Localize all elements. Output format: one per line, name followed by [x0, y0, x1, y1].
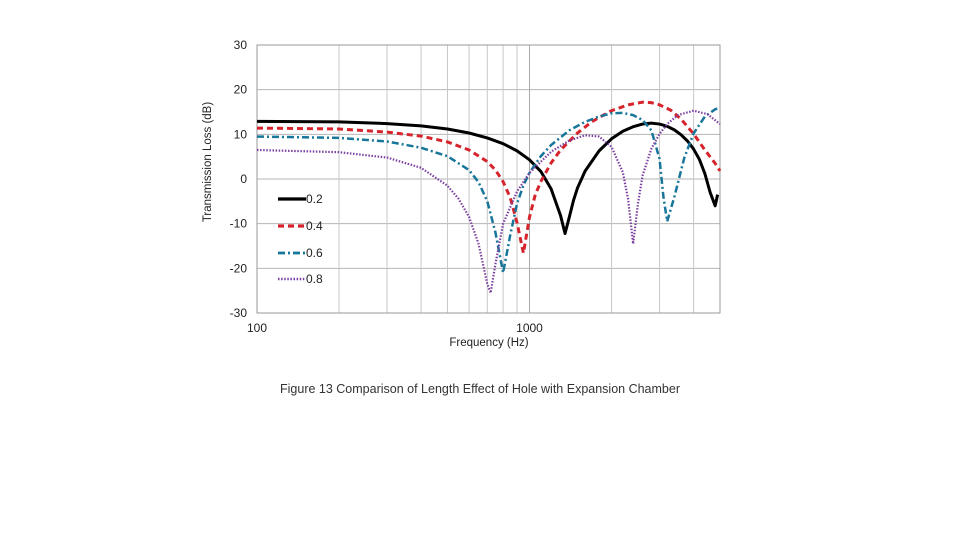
- x-axis-label: Frequency (Hz): [449, 337, 528, 349]
- y-tick-label: -30: [230, 306, 248, 320]
- legend-label: 0.4: [306, 219, 323, 233]
- y-tick-label: 0: [240, 172, 247, 186]
- series-line-0.8: [256, 109, 721, 294]
- grid: [256, 44, 721, 314]
- legend-label: 0.6: [306, 246, 323, 260]
- figure-caption: Figure 13 Comparison of Length Effect of…: [280, 382, 680, 396]
- y-tick-label: -20: [230, 261, 248, 275]
- y-tick-label: 30: [234, 38, 248, 52]
- legend: 0.2 0.4 0.6 0.8: [278, 192, 323, 286]
- x-tick-label: 100: [247, 321, 267, 335]
- series-line-0.6: [256, 106, 721, 275]
- plot-area-border: [256, 44, 721, 314]
- y-tick-label: 10: [234, 127, 248, 141]
- plot-frame: [256, 44, 721, 314]
- y-tick-label: -10: [230, 217, 248, 231]
- series-lines: [256, 100, 722, 294]
- legend-label: 0.8: [306, 272, 323, 286]
- legend-label: 0.2: [306, 192, 323, 206]
- x-tick-label: 1000: [516, 321, 543, 335]
- y-axis-label: Transmission Loss (dB): [202, 102, 214, 223]
- tick-labels: -30 -20 -10 0 10 20 30 100 1000: [230, 38, 544, 335]
- series-line-0.4: [256, 100, 722, 255]
- y-tick-label: 20: [234, 83, 248, 97]
